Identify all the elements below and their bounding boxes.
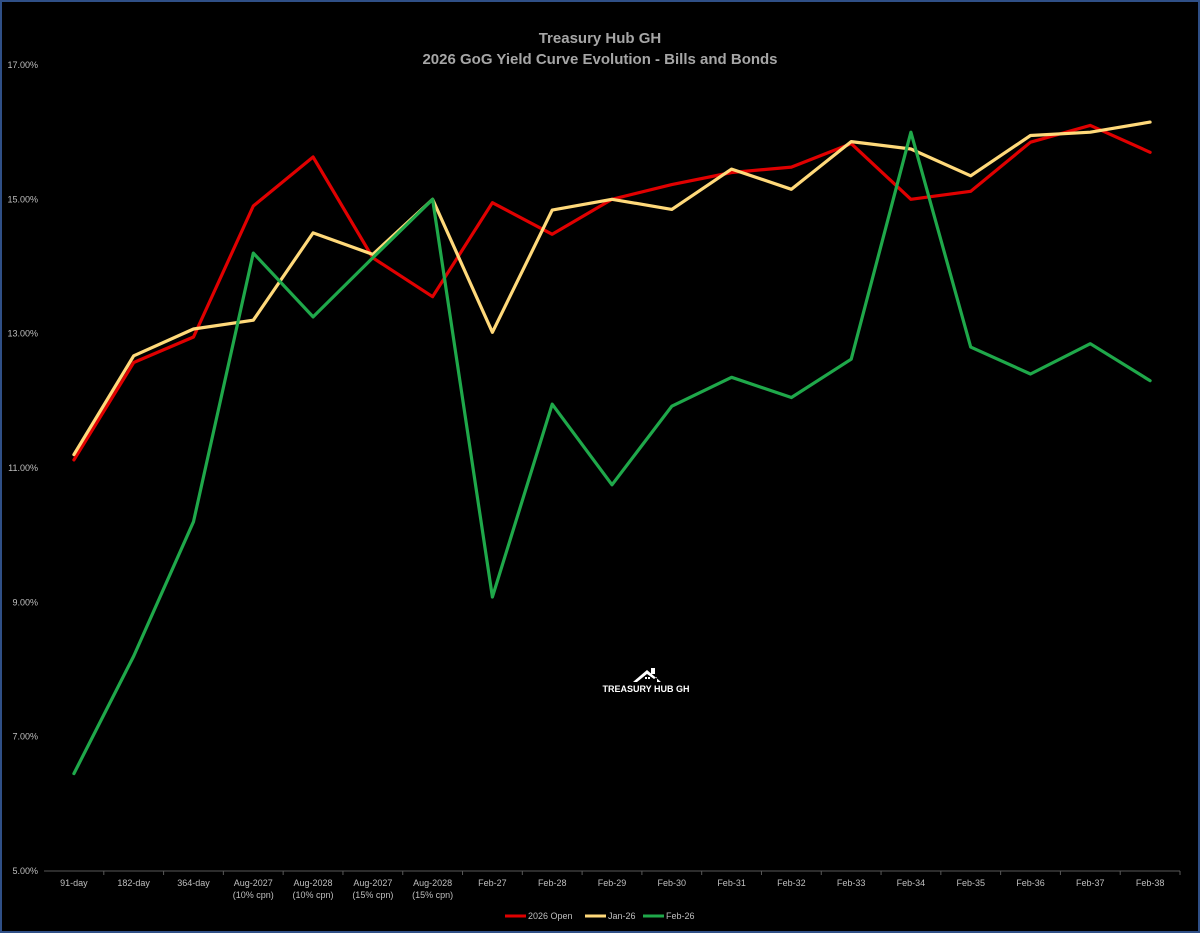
x-tick-label: Feb-30 [658, 878, 687, 888]
y-axis-ticks: 5.00% 7.00% 9.00% 11.00% 13.00% 15.00% 17.00% [7, 60, 38, 876]
legend-label: Jan-26 [608, 911, 636, 921]
chart-subtitle: 2026 GoG Yield Curve Evolution - Bills a… [422, 51, 777, 68]
watermark-logo: TREASURY HUB GH [602, 668, 690, 694]
legend-label: 2026 Open [528, 911, 573, 921]
x-tick-label: (15% cpn) [352, 890, 393, 900]
x-tick-label: Feb-33 [837, 878, 866, 888]
x-tick-label: Feb-37 [1076, 878, 1105, 888]
x-tick-label: (15% cpn) [412, 890, 453, 900]
x-tick-label: Aug-2027 [234, 878, 273, 888]
series-line-feb-26 [72, 130, 1152, 776]
y-tick-label: 13.00% [7, 329, 38, 339]
legend-label: Feb-26 [666, 911, 695, 921]
x-tick-label: 182-day [117, 878, 150, 888]
x-tick-label: (10% cpn) [293, 890, 334, 900]
y-tick-label: 11.00% [8, 463, 38, 473]
x-tick-label: Feb-28 [538, 878, 567, 888]
x-tick-label: Feb-27 [478, 878, 507, 888]
x-tick-label: 364-day [177, 878, 210, 888]
y-tick-label: 15.00% [7, 194, 38, 204]
y-tick-label: 5.00% [12, 866, 38, 876]
x-tick-label: Feb-29 [598, 878, 627, 888]
series-line-2026-open [72, 123, 1152, 462]
series-line-jan-26 [72, 120, 1152, 457]
x-tick-label: Feb-35 [956, 878, 985, 888]
house-icon [633, 668, 661, 682]
x-tick-label: Feb-34 [897, 878, 926, 888]
chart-title: Treasury Hub GH [539, 30, 662, 47]
watermark-text: TREASURY HUB GH [602, 684, 689, 694]
x-tick-label: Aug-2028 [413, 878, 452, 888]
x-tick-label: Aug-2027 [353, 878, 392, 888]
x-axis-ticks: 91-day 182-day 364-day Aug-2027 (10% cpn) Aug… [60, 871, 1181, 900]
y-tick-label: 9.00% [12, 597, 38, 607]
x-tick-label: 91-day [60, 878, 88, 888]
x-tick-label: Aug-2028 [294, 878, 333, 888]
x-tick-label: Feb-31 [717, 878, 746, 888]
x-tick-label: Feb-38 [1136, 878, 1165, 888]
x-tick-label: (10% cpn) [233, 890, 274, 900]
series-lines [72, 120, 1152, 776]
x-tick-label: Feb-36 [1016, 878, 1045, 888]
y-tick-label: 17.00% [7, 60, 38, 70]
x-tick-label: Feb-32 [777, 878, 806, 888]
y-tick-label: 7.00% [12, 732, 38, 742]
chart-legend: 2026 Open Jan-26 Feb-26 [505, 911, 695, 921]
